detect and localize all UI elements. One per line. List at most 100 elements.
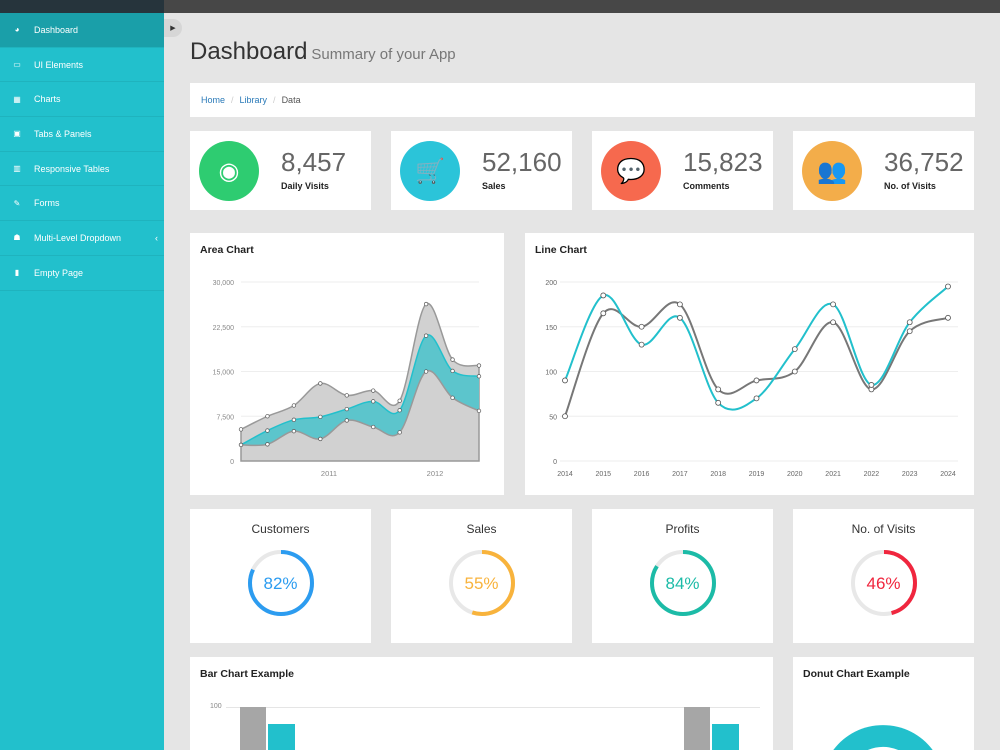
sidebar-item-label: Forms bbox=[34, 198, 60, 209]
stat-card: ◉ 8,457 Daily Visits bbox=[190, 131, 371, 210]
sidebar-item-forms[interactable]: ✎ Forms bbox=[0, 186, 164, 222]
y-tick: 100 bbox=[545, 370, 557, 377]
data-point bbox=[868, 382, 875, 388]
gauge-title: Customers bbox=[251, 522, 310, 536]
data-point bbox=[791, 368, 798, 375]
dashboard-icon: ◕ bbox=[14, 25, 20, 35]
edit-icon: ✎ bbox=[13, 198, 21, 208]
data-point bbox=[423, 301, 429, 307]
area-line-bottom bbox=[240, 369, 480, 447]
data-point bbox=[291, 417, 297, 422]
sidebar-item-dashboard[interactable]: ◕ Dashboard bbox=[0, 13, 164, 48]
data-point bbox=[371, 424, 376, 430]
sidebar-item-label: Multi-Level Dropdown bbox=[34, 232, 122, 243]
x-tick: 2021 bbox=[825, 471, 841, 478]
data-point bbox=[344, 406, 349, 412]
y-tick: 100 bbox=[210, 703, 222, 710]
sidebar-item-label: Dashboard bbox=[34, 24, 79, 35]
page-subtitle: Summary of your App bbox=[311, 46, 456, 63]
stat-card: 💬 15,823 Comments bbox=[592, 131, 773, 210]
line-chart: 0 50 100 150 200 2014 2015 2016 2017 2018 2019 2020… bbox=[545, 280, 958, 478]
data-point bbox=[753, 377, 760, 384]
gauge-value: 84% bbox=[665, 574, 700, 593]
desktop-icon: ▭ bbox=[13, 60, 21, 70]
sidebar-item-tabs-panels[interactable]: ▣ Tabs & Panels bbox=[0, 117, 164, 152]
area-line-middle bbox=[240, 334, 480, 446]
y-tick: 7,500 bbox=[216, 414, 234, 421]
data-point bbox=[476, 408, 482, 414]
x-tick: 2022 bbox=[864, 471, 880, 478]
y-tick: 22,500 bbox=[213, 325, 235, 332]
gauge-value: 82% bbox=[263, 574, 298, 593]
panel-title: Bar Chart Example bbox=[200, 668, 294, 680]
data-point bbox=[600, 292, 607, 299]
x-tick: 2016 bbox=[634, 471, 650, 478]
data-point bbox=[291, 403, 297, 408]
breadcrumb: Home / Library / Data bbox=[190, 83, 975, 117]
stat-card: 🛒 52,160 Sales bbox=[391, 131, 572, 210]
x-tick: 2023 bbox=[902, 471, 918, 478]
sidebar-item-multi-level-dropdown[interactable]: ☗ Multi-Level Dropdown ‹ bbox=[0, 221, 164, 256]
data-point bbox=[371, 388, 376, 393]
gauge-ring bbox=[851, 550, 917, 616]
stat-icon: 🛒 bbox=[400, 141, 460, 201]
data-point bbox=[945, 314, 951, 321]
y-tick: 0 bbox=[230, 459, 234, 466]
data-point bbox=[830, 319, 837, 326]
sidebar-toggle-button[interactable]: ▶ bbox=[164, 19, 182, 37]
data-point bbox=[238, 442, 244, 448]
sidebar-item-responsive-tables[interactable]: ▥ Responsive Tables bbox=[0, 152, 164, 187]
data-point bbox=[830, 301, 837, 308]
sidebar-item-ui-elements[interactable]: ▭ UI Elements bbox=[0, 48, 164, 83]
sidebar-item-label: Tabs & Panels bbox=[34, 128, 92, 139]
stat-value: 52,160 bbox=[482, 147, 562, 177]
stat-value: 36,752 bbox=[884, 147, 964, 177]
data-point bbox=[318, 436, 323, 442]
sidebar-item-charts[interactable]: ▦ Charts bbox=[0, 82, 164, 118]
data-point bbox=[450, 368, 455, 374]
file-icon: ▮ bbox=[14, 268, 20, 278]
breadcrumb-current: Data bbox=[281, 95, 301, 105]
data-point bbox=[318, 381, 323, 386]
data-point bbox=[397, 408, 402, 413]
sidebar-item-label: Charts bbox=[34, 94, 61, 105]
sidebar-nav: ◕ Dashboard ▭ UI Elements ▦ Charts ▣ Tabs & Pan… bbox=[0, 13, 164, 291]
panel-title: Line Chart bbox=[535, 244, 587, 256]
data-point bbox=[906, 328, 913, 335]
panel-title: Donut Chart Example bbox=[803, 668, 910, 680]
stat-icon: ◉ bbox=[199, 141, 259, 201]
stat-label: No. of Visits bbox=[884, 181, 936, 191]
bar-chart-panel: Bar Chart Example 100 bbox=[190, 657, 773, 750]
bar-chart-icon: ▦ bbox=[13, 94, 21, 104]
gridline bbox=[226, 707, 760, 708]
x-tick: 2020 bbox=[787, 471, 803, 478]
bar bbox=[712, 724, 739, 750]
gauge-ring bbox=[449, 550, 515, 616]
donut-chart-panel: Donut Chart Example bbox=[793, 657, 974, 750]
area-chart: 0 7,500 15,000 22,500 30,000 2011 2012 bbox=[213, 280, 482, 478]
x-tick: 2015 bbox=[596, 471, 612, 478]
breadcrumb-home[interactable]: Home bbox=[201, 95, 226, 105]
x-tick: 2012 bbox=[427, 469, 444, 478]
stat-card: 👥 36,752 No. of Visits bbox=[793, 131, 974, 210]
stat-value: 15,823 bbox=[683, 147, 763, 177]
sidebar-item-empty-page[interactable]: ▮ Empty Page bbox=[0, 256, 164, 291]
page-title: Dashboard Summary of your App bbox=[190, 38, 456, 66]
breadcrumb-library[interactable]: Library bbox=[239, 95, 268, 105]
data-point bbox=[423, 333, 429, 338]
x-tick: 2014 bbox=[557, 471, 573, 478]
area-series-middle bbox=[241, 334, 479, 446]
bar bbox=[684, 707, 710, 750]
data-point bbox=[318, 414, 323, 419]
data-point bbox=[371, 399, 376, 404]
data-point bbox=[600, 310, 607, 317]
data-point bbox=[638, 341, 645, 348]
gauge-title: Sales bbox=[466, 522, 497, 536]
qrcode-icon: ▣ bbox=[13, 129, 21, 139]
data-point bbox=[238, 427, 244, 432]
bar bbox=[268, 724, 295, 750]
x-tick: 2019 bbox=[749, 471, 765, 478]
data-point bbox=[423, 369, 429, 374]
line-series-teal bbox=[564, 285, 949, 411]
data-point bbox=[715, 399, 722, 406]
